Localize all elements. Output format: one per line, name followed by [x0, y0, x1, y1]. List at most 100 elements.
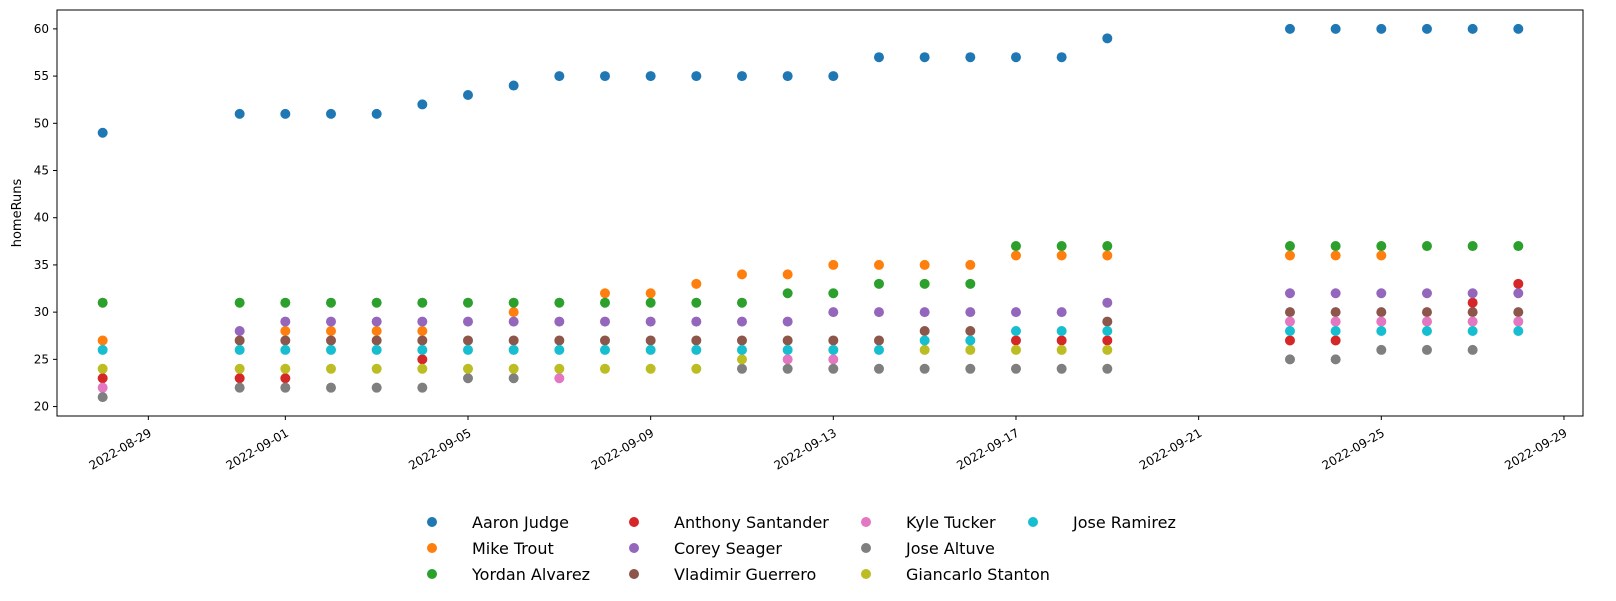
data-point	[462, 363, 473, 374]
data-point	[1284, 316, 1295, 327]
data-point	[1102, 326, 1113, 337]
data-point	[97, 335, 108, 346]
data-point	[371, 344, 382, 355]
x-tick-label: 2022-09-13	[772, 426, 839, 473]
data-point	[1102, 344, 1113, 355]
data-point	[645, 363, 656, 374]
data-point	[1513, 288, 1524, 299]
legend-marker	[427, 517, 437, 527]
data-point	[828, 344, 839, 355]
data-point	[782, 288, 793, 299]
data-point	[1421, 288, 1432, 299]
data-point	[828, 335, 839, 346]
data-point	[417, 326, 428, 337]
series-points	[97, 316, 1524, 393]
data-point	[691, 316, 702, 327]
data-point	[828, 259, 839, 270]
data-point	[873, 278, 884, 289]
data-point	[1056, 307, 1067, 318]
data-point	[1056, 363, 1067, 374]
data-point	[371, 363, 382, 374]
y-axis: 20 25 30 35 40 45 50 55 60	[34, 22, 57, 414]
data-point	[280, 326, 291, 337]
legend-label: Mike Trout	[472, 539, 554, 558]
data-point	[280, 363, 291, 374]
data-point	[417, 344, 428, 355]
data-point	[1513, 241, 1524, 252]
data-point	[371, 335, 382, 346]
data-point	[1010, 52, 1021, 63]
data-point	[599, 297, 610, 308]
data-point	[1421, 23, 1432, 34]
data-point	[508, 373, 519, 384]
data-point	[599, 344, 610, 355]
legend-marker	[629, 517, 639, 527]
data-point	[325, 316, 336, 327]
data-point	[417, 316, 428, 327]
data-point	[1102, 33, 1113, 44]
data-point	[1284, 250, 1295, 261]
legend-item: Anthony Santander	[629, 513, 829, 532]
data-point	[599, 288, 610, 299]
data-point	[325, 326, 336, 337]
data-point	[1513, 326, 1524, 337]
data-point	[965, 335, 976, 346]
series-points	[97, 250, 1387, 346]
data-point	[828, 307, 839, 318]
data-point	[371, 326, 382, 337]
data-point	[554, 335, 565, 346]
data-point	[782, 316, 793, 327]
series-points	[97, 344, 1113, 374]
data-point	[554, 297, 565, 308]
data-point	[782, 363, 793, 374]
data-point	[736, 71, 747, 82]
legend-marker	[427, 569, 437, 579]
data-point	[782, 354, 793, 365]
data-point	[462, 344, 473, 355]
data-point	[919, 278, 930, 289]
data-point	[554, 71, 565, 82]
data-point	[1056, 326, 1067, 337]
data-point	[280, 316, 291, 327]
data-point	[1284, 354, 1295, 365]
data-point	[417, 99, 428, 110]
data-point	[325, 297, 336, 308]
data-point	[234, 297, 245, 308]
data-point	[828, 363, 839, 374]
data-point	[1376, 288, 1387, 299]
data-point	[1376, 316, 1387, 327]
data-point	[417, 354, 428, 365]
legend-label: Vladimir Guerrero	[674, 565, 816, 584]
data-point	[919, 326, 930, 337]
data-point	[1376, 241, 1387, 252]
data-point	[280, 344, 291, 355]
data-point	[234, 363, 245, 374]
data-point	[1102, 363, 1113, 374]
x-axis: 2022-08-29 2022-09-01 2022-09-05 2022-09-09…	[87, 416, 1570, 473]
data-point	[965, 52, 976, 63]
legend-label: Kyle Tucker	[906, 513, 996, 532]
data-point	[873, 307, 884, 318]
data-point	[325, 382, 336, 393]
data-point	[371, 297, 382, 308]
legend-label: Yordan Alvarez	[471, 565, 590, 584]
legend-item: Jose Ramirez	[1028, 513, 1176, 532]
data-point	[919, 259, 930, 270]
legend-marker	[427, 543, 437, 553]
data-point	[280, 297, 291, 308]
data-points	[97, 23, 1524, 403]
plot-frame	[56, 9, 1584, 417]
data-point	[1102, 297, 1113, 308]
data-point	[371, 108, 382, 119]
legend: Aaron Judge Mike Trout Yordan Alvarez Antho…	[427, 513, 1176, 584]
legend-label: Corey Seager	[674, 539, 782, 558]
legend-item: Kyle Tucker	[861, 513, 996, 532]
data-point	[736, 269, 747, 280]
data-point	[1330, 326, 1341, 337]
data-point	[97, 297, 108, 308]
data-point	[234, 108, 245, 119]
data-point	[1010, 326, 1021, 337]
data-point	[462, 89, 473, 100]
data-point	[919, 344, 930, 355]
data-point	[1467, 344, 1478, 355]
